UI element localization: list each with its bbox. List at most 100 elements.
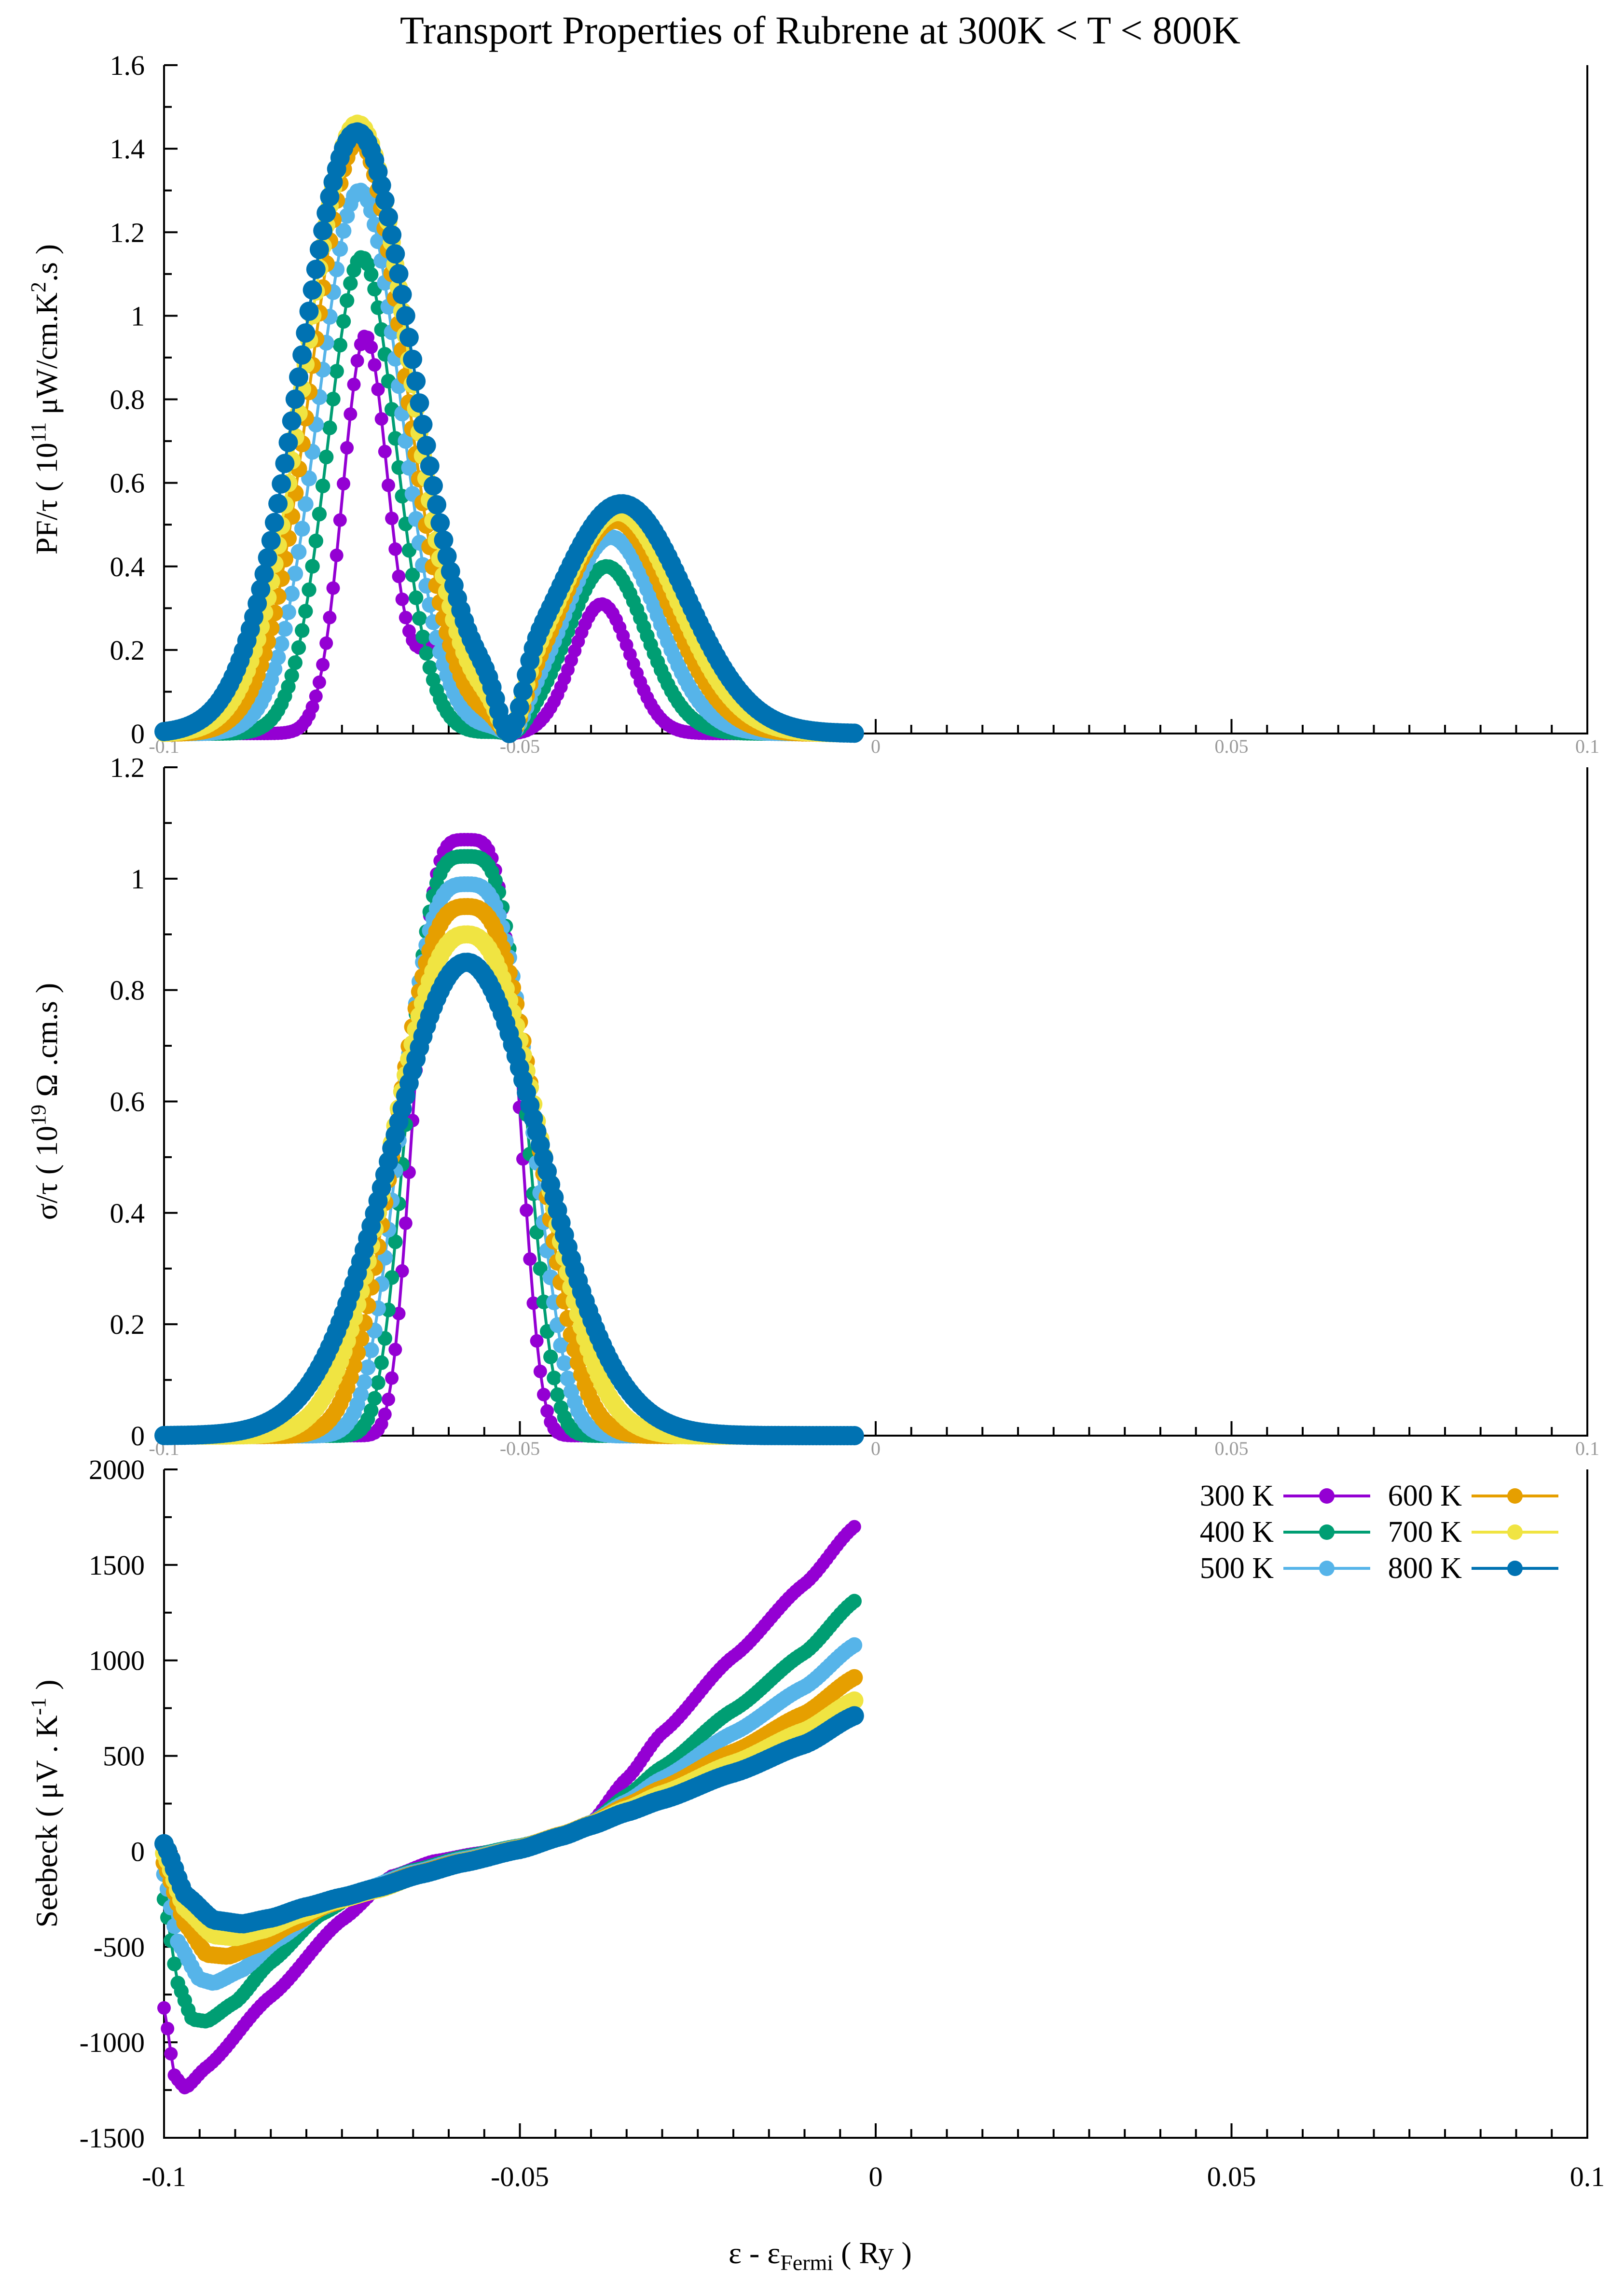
data-point: [371, 383, 385, 396]
data-point: [277, 621, 293, 637]
data-point: [406, 372, 426, 391]
data-point: [264, 512, 284, 532]
data-point: [437, 546, 457, 566]
series-800k: [154, 953, 864, 1445]
panel-seebeck: -0.1 -0.05 0 0.05 0.1 -1500 -1000 -500 0 500 1000 1…: [27, 1454, 1605, 2192]
data-point: [343, 276, 358, 291]
data-point: [295, 623, 310, 638]
data-point: [302, 582, 317, 597]
data-point: [396, 306, 415, 326]
legend-item: 700 K: [1388, 1516, 1558, 1549]
data-point: [329, 364, 344, 379]
y-axis-label-part: .s ): [29, 244, 64, 282]
y-axis-label-part: Ω .cm.s ): [29, 983, 64, 1105]
chart-title: Transport Properties of Rubrene at 300K …: [400, 8, 1240, 52]
data-point: [332, 338, 347, 353]
x-tick-label: -0.1: [142, 2161, 186, 2192]
y-tick-label: 0.6: [110, 468, 145, 499]
data-point: [420, 456, 440, 476]
data-point: [543, 1349, 558, 1364]
data-point: [399, 1216, 413, 1230]
legend-swatch-marker: [1319, 1524, 1335, 1540]
legend-swatch-marker: [1319, 1561, 1335, 1576]
y-tick-label: 2000: [89, 1454, 145, 1485]
y-axis-label: PF/τ ( 1011 μW/cm.K2.s ): [27, 244, 64, 555]
data-point: [323, 610, 337, 624]
data-point: [333, 513, 347, 527]
legend-item: 500 K: [1200, 1552, 1370, 1585]
data-point: [533, 1261, 548, 1276]
data-point: [399, 610, 413, 624]
data-point: [344, 407, 358, 421]
y-tick-label: 0.8: [110, 975, 145, 1006]
legend-label: 500 K: [1200, 1552, 1274, 1585]
data-point: [320, 187, 340, 207]
data-point: [299, 302, 319, 321]
axes-frame: [163, 1469, 1588, 2139]
x-axis-label: ε - εFermi ( Ry ): [729, 2236, 912, 2275]
data-point: [560, 1370, 576, 1387]
data-point: [374, 412, 388, 426]
data-point: [298, 604, 313, 619]
y-tick-label: 0.2: [110, 1309, 145, 1340]
data-point: [291, 640, 306, 655]
data-point: [313, 221, 333, 240]
data-point: [157, 2001, 171, 2015]
data-point: [844, 1426, 864, 1445]
data-point: [434, 530, 454, 550]
y-axis-label-part: 11: [27, 422, 50, 443]
data-point: [385, 244, 405, 264]
data-point: [161, 2021, 175, 2035]
data-point: [270, 649, 286, 665]
data-point: [266, 661, 283, 678]
data-point: [275, 454, 295, 473]
data-point: [261, 531, 281, 551]
data-point: [379, 207, 398, 227]
data-point: [305, 700, 319, 714]
y-axis-label: Seebeck ( μV . K-1 ): [27, 1679, 64, 1927]
y-tick-label: -500: [94, 1931, 145, 1963]
data-point: [537, 1387, 551, 1401]
data-point: [520, 1204, 534, 1217]
series-700k: [155, 114, 864, 743]
data-point: [846, 1637, 863, 1653]
y-tick-label: -1000: [80, 2027, 145, 2058]
y-axis-label-part: ): [29, 1679, 64, 1697]
data-point: [316, 658, 330, 672]
y-tick-label: 1: [131, 300, 145, 332]
data-point: [356, 1374, 372, 1390]
data-point: [312, 507, 327, 522]
data-point: [389, 264, 409, 284]
legend-label: 800 K: [1388, 1552, 1462, 1585]
panel-power-factor: -0.1 -0.05 0 0.05 0.100.20.40.60.811.21.41.6…: [27, 50, 1599, 757]
series-700k: [155, 1691, 864, 1946]
data-point: [288, 655, 303, 670]
data-point: [427, 495, 447, 514]
legend-item: 400 K: [1200, 1516, 1370, 1549]
data-point: [424, 476, 443, 496]
x-tick-label: 0.05: [1215, 1438, 1249, 1459]
data-point: [422, 660, 437, 675]
y-tick-label: 1000: [89, 1645, 145, 1676]
data-point: [415, 629, 430, 645]
y-tick-label: 0.6: [110, 1086, 145, 1118]
series-800k: [154, 1706, 864, 1934]
data-point: [347, 377, 361, 391]
data-point: [401, 460, 417, 476]
data-point: [312, 675, 326, 689]
data-point: [395, 1264, 409, 1278]
data-point: [844, 1706, 864, 1726]
data-point: [412, 611, 427, 626]
data-point: [395, 592, 409, 606]
data-point: [403, 349, 423, 369]
data-point: [309, 240, 329, 259]
legend-label: 300 K: [1200, 1480, 1274, 1512]
y-tick-label: 0.8: [110, 384, 145, 415]
data-point: [273, 636, 289, 652]
x-tick-label: -0.05: [500, 1438, 540, 1459]
data-point: [350, 354, 364, 368]
data-point: [388, 1343, 402, 1357]
data-point: [309, 689, 323, 703]
data-point: [372, 176, 391, 195]
